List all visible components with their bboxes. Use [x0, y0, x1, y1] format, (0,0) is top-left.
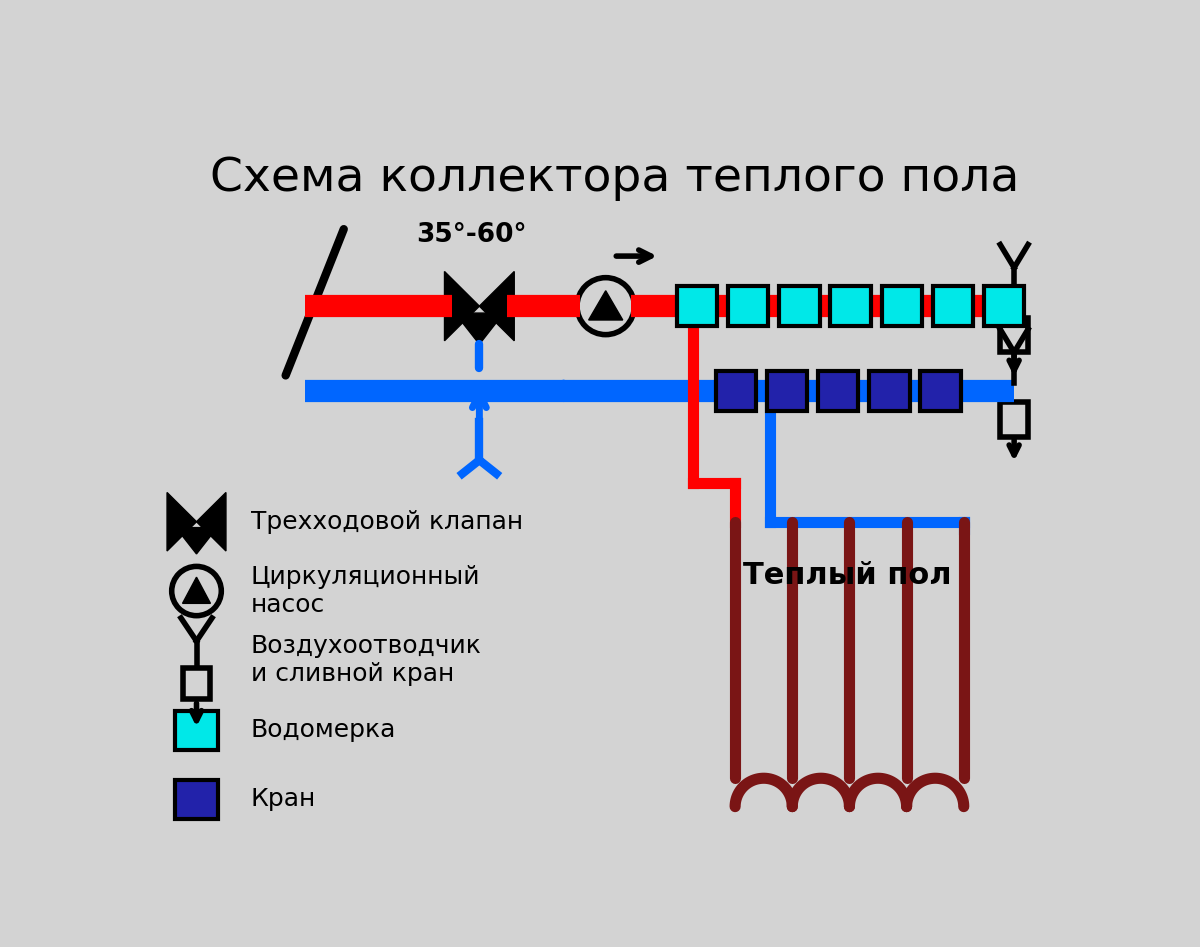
Bar	[984, 286, 1025, 326]
Polygon shape	[444, 272, 479, 341]
Polygon shape	[479, 272, 515, 341]
Text: Трехходовой клапан: Трехходовой клапан	[251, 509, 523, 534]
Bar	[728, 286, 768, 326]
Polygon shape	[182, 577, 210, 603]
Bar	[869, 371, 910, 411]
Bar	[818, 371, 858, 411]
Bar	[175, 780, 218, 819]
Bar	[677, 286, 718, 326]
Text: Водомерка: Водомерка	[251, 718, 396, 742]
Text: Схема коллектора теплого пола: Схема коллектора теплого пола	[210, 156, 1020, 201]
Polygon shape	[455, 313, 504, 345]
Text: Теплый пол: Теплый пол	[743, 562, 952, 590]
Bar	[1000, 402, 1028, 437]
Polygon shape	[589, 291, 623, 320]
Bar	[175, 711, 218, 750]
Text: Воздухоотводчик
и сливной кран: Воздухоотводчик и сливной кран	[251, 634, 481, 687]
Polygon shape	[197, 492, 226, 551]
Text: Циркуляционный
насос: Циркуляционный насос	[251, 565, 480, 616]
Bar	[779, 286, 820, 326]
Bar	[920, 371, 961, 411]
Text: Кран: Кран	[251, 787, 316, 811]
Text: 35°-60°: 35°-60°	[416, 223, 527, 248]
Bar	[882, 286, 922, 326]
Polygon shape	[176, 527, 217, 554]
Bar	[1000, 317, 1028, 352]
Bar	[932, 286, 973, 326]
Polygon shape	[167, 492, 197, 551]
Bar	[715, 371, 756, 411]
Bar	[767, 371, 808, 411]
Bar	[182, 668, 210, 699]
Bar	[830, 286, 871, 326]
